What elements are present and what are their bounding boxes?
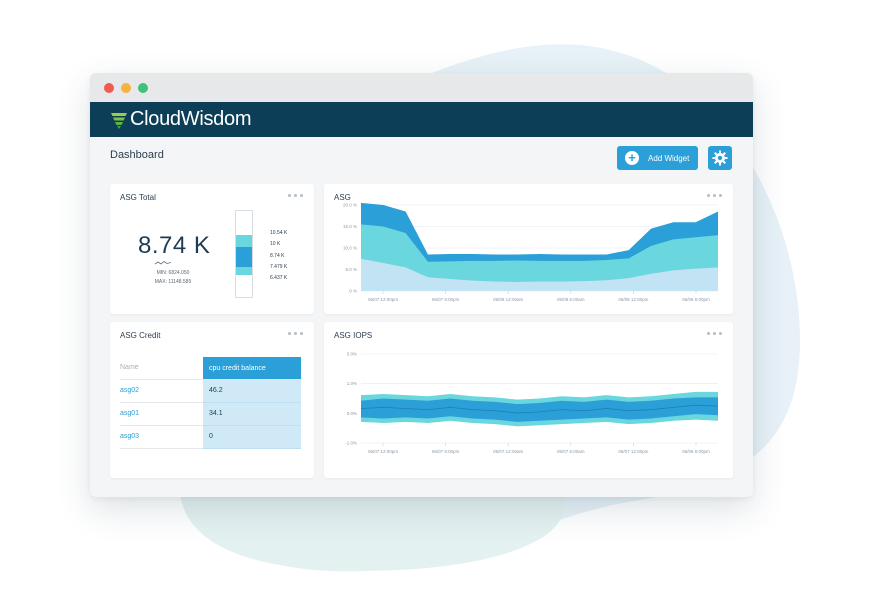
credit-value: 34.1 — [203, 402, 301, 426]
table-row: asg01 34.1 — [120, 402, 301, 426]
min-value: MIN: 6824.050 — [156, 270, 190, 276]
credit-table: Name cpu credit balance asg02 46.2 asg01… — [120, 357, 301, 449]
x-tick-label: 06/07 6:00am — [557, 449, 585, 454]
asg-name-link[interactable]: asg03 — [120, 425, 203, 449]
gear-icon — [712, 150, 728, 166]
x-tick-label: 06/08 12:00am — [493, 297, 523, 302]
window-titlebar — [90, 73, 753, 102]
more-options-icon[interactable] — [707, 332, 723, 336]
asg-name-link[interactable]: asg01 — [120, 402, 203, 426]
widget-title: ASG — [334, 193, 351, 202]
x-tick-label: 06/08 6:00pm — [682, 297, 710, 302]
settings-button[interactable] — [708, 146, 732, 170]
add-widget-button[interactable]: + Add Widget — [617, 146, 698, 170]
x-tick-label: 06/07 12:00am — [493, 449, 523, 454]
more-options-icon[interactable] — [288, 332, 304, 336]
maximize-window-button[interactable] — [138, 83, 148, 93]
series-area — [361, 258, 718, 291]
x-tick-label: 06/08 6:00am — [557, 297, 585, 302]
credit-value: 0 — [203, 425, 301, 449]
widget-title: ASG Total — [120, 193, 156, 202]
brand-header: CloudWisdom — [90, 102, 753, 137]
plus-icon: + — [625, 151, 639, 165]
sparkline-icon — [155, 261, 171, 265]
table-row: asg03 0 — [120, 425, 301, 449]
more-options-icon[interactable] — [288, 194, 304, 198]
column-header-cpu-credit-balance[interactable]: cpu credit balance — [203, 357, 301, 379]
widget-title: ASG IOPS — [334, 331, 373, 340]
y-tick-label: 10.0 % — [343, 246, 357, 251]
table-header-row: Name cpu credit balance — [120, 357, 301, 380]
table-row: asg02 46.2 — [120, 379, 301, 403]
gauge-label: 10 K — [270, 241, 281, 247]
credit-value: 46.2 — [203, 379, 301, 403]
y-tick-label: 20.0 % — [343, 203, 357, 208]
range-gauge — [235, 210, 253, 298]
close-window-button[interactable] — [104, 83, 114, 93]
gauge-label: 8.74 K — [270, 253, 285, 259]
asg-chart-widget: ASG 20.0 % 15.0 % 10.0 % 5.0 % 0 % 06/07 12:0… — [324, 184, 733, 314]
y-tick-label: 5.0 % — [345, 267, 357, 272]
gauge-band-light-bottom — [236, 267, 252, 275]
cloudwisdom-logo-icon — [111, 113, 127, 129]
column-header-name[interactable]: Name — [120, 357, 203, 380]
x-tick-label: 06/07 6:00pm — [432, 449, 460, 454]
y-tick-label: 1.0% — [347, 381, 357, 386]
gauge-band-light-top — [236, 235, 252, 247]
page-title: Dashboard — [110, 149, 164, 161]
asg-total-widget: ASG Total 8.74 K MIN: 6824.050 MAX: 1114… — [110, 184, 314, 314]
asg-credit-widget: ASG Credit Name cpu credit balance asg02… — [110, 322, 314, 478]
series-band — [361, 397, 718, 422]
asg-name-link[interactable]: asg02 — [120, 379, 203, 403]
x-tick-label: 06/08 6:00pm — [682, 449, 710, 454]
add-widget-label: Add Widget — [648, 154, 690, 163]
x-tick-label: 06/07 6:00pm — [432, 297, 460, 302]
asg-iops-area-chart: 3.0% 1.0% 0.0% -1.0% 06/07 12:00pm 06/07 6:00… — [345, 352, 719, 454]
y-tick-label: -1.0% — [345, 441, 357, 446]
asg-area-chart: 20.0 % 15.0 % 10.0 % 5.0 % 0 % 06/07 12:00pm 0… — [343, 203, 718, 302]
gauge-label: 10.54 K — [270, 230, 288, 236]
x-tick-label: 06/07 12:00pm — [368, 449, 398, 454]
gauge-band-dark-top — [236, 247, 252, 259]
more-options-icon[interactable] — [707, 194, 723, 198]
y-tick-label: 15.0 % — [343, 224, 357, 229]
x-tick-label: 06/07 12:00pm — [618, 449, 648, 454]
gauge-label: 7.479 K — [270, 264, 288, 270]
y-tick-label: 0.0% — [347, 411, 357, 416]
brand-name: CloudWisdom — [130, 108, 252, 130]
max-value: MAX: 11148.585 — [154, 279, 192, 285]
y-tick-label: 3.0% — [347, 352, 357, 357]
min-max-text: MIN: 6824.050 MAX: 11148.585 — [147, 269, 199, 287]
x-tick-label: 06/07 12:00pm — [368, 297, 398, 302]
current-value: 8.74 K — [138, 232, 211, 259]
minimize-window-button[interactable] — [121, 83, 131, 93]
gauge-label: 6.437 K — [270, 275, 288, 281]
series-area — [361, 224, 718, 291]
browser-window: CloudWisdom Dashboard + Add Widget ASG T… — [90, 73, 753, 497]
y-tick-label: 0 % — [349, 289, 357, 294]
asg-iops-widget: ASG IOPS 3.0% 1.0% 0.0% -1.0% 06/07 12:00pm 0… — [324, 322, 733, 478]
gauge-band-dark-bottom — [236, 259, 252, 267]
x-tick-label: 06/08 12:00pm — [618, 297, 648, 302]
series-line — [360, 404, 719, 414]
widget-title: ASG Credit — [120, 331, 161, 340]
